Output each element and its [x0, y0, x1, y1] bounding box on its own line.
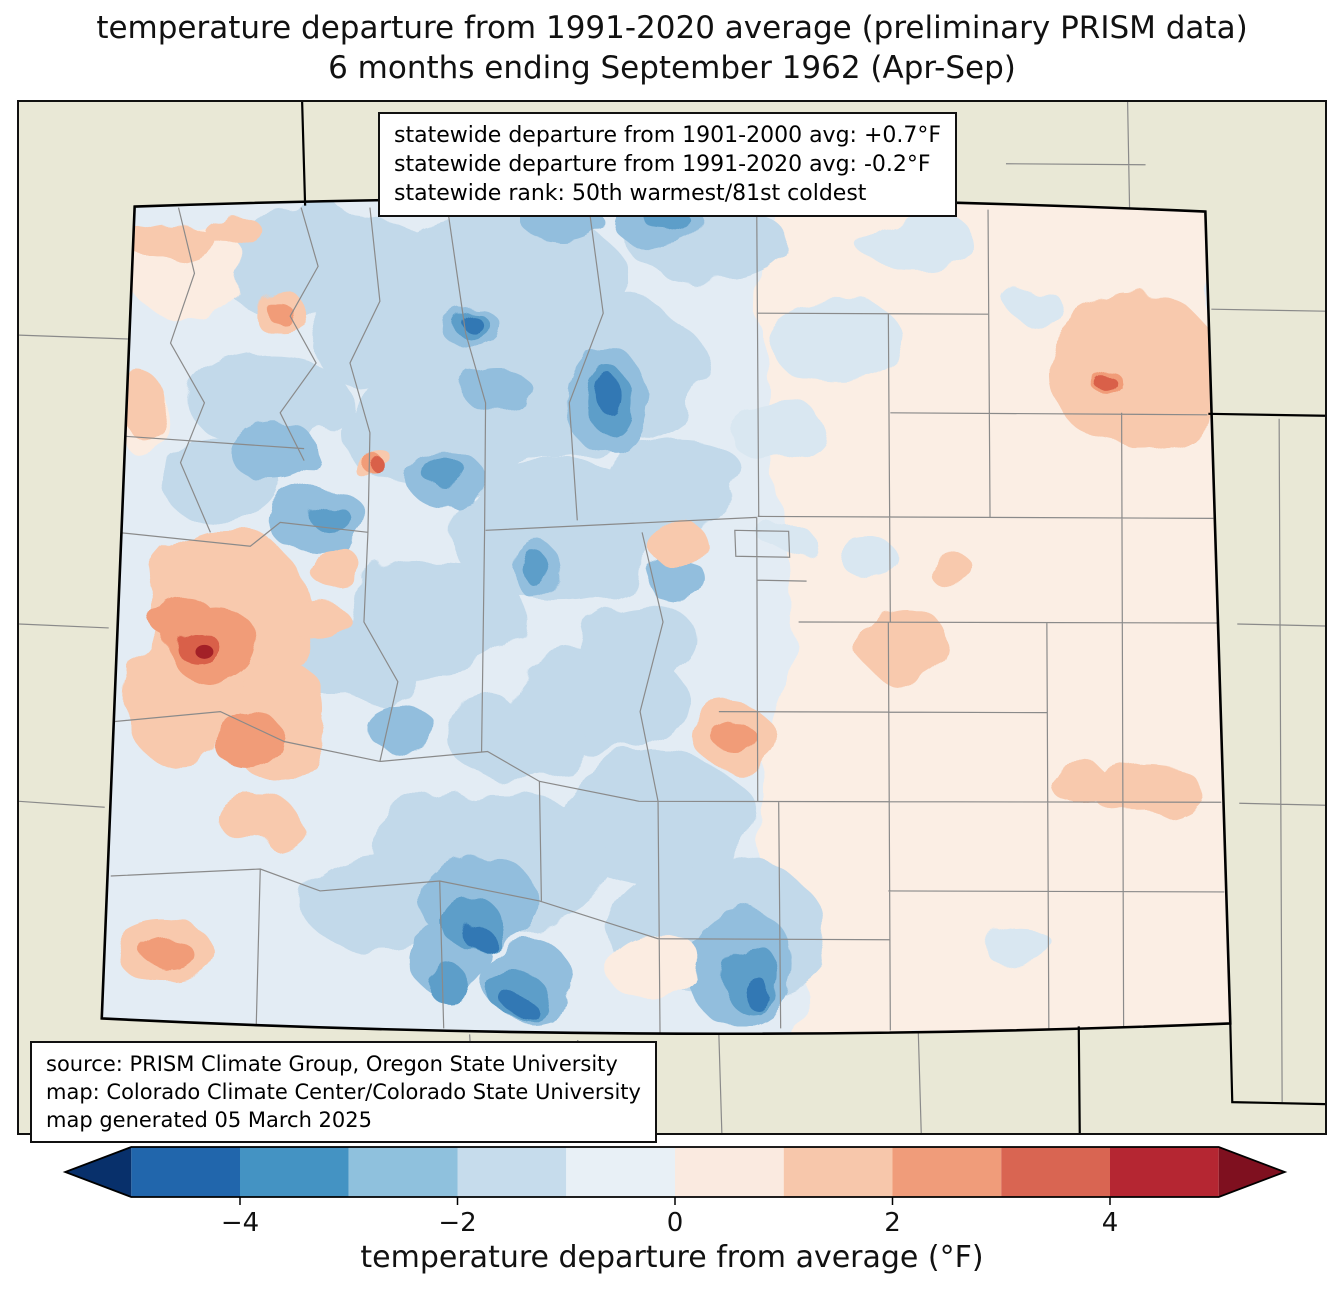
title-line-2: 6 months ending September 1962 (Apr-Sep) [328, 50, 1016, 86]
colorbar-band [892, 1147, 1002, 1197]
colorbar-right-arrow [1218, 1147, 1285, 1197]
patch-group-dark-blue [459, 313, 770, 1014]
source-attribution-box: source: PRISM Climate Group, Oregon Stat… [30, 1041, 657, 1143]
statewide-stats-box: statewide departure from 1901-2000 avg: … [378, 112, 958, 217]
source-line-2: map: Colorado Climate Center/Colorado St… [46, 1080, 641, 1104]
source-line-3: map generated 05 March 2025 [46, 1108, 373, 1132]
colorbar-tick-label: 4 [1102, 1208, 1119, 1238]
stats-line-1: statewide departure from 1901-2000 avg: … [394, 123, 942, 148]
patch-group-pale-blue [726, 211, 1064, 969]
neighbor-state-lines [301, 102, 1325, 1133]
colorado-temperature-map [19, 102, 1325, 1133]
colorbar-band [783, 1147, 893, 1197]
colorbar-scale: −4 −2 0 2 4 [62, 1146, 1288, 1238]
colorbar-outline [62, 1146, 1288, 1198]
title-line-1: temperature departure from 1991-2020 ave… [96, 10, 1248, 46]
stats-line-3: statewide rank: 50th warmest/81st coldes… [394, 181, 867, 206]
colorbar-band [348, 1147, 458, 1197]
colorbar-tick-label: 0 [667, 1208, 684, 1238]
colorbar-band [675, 1147, 784, 1197]
state-interior [101, 198, 1231, 1034]
colorbar-band [240, 1147, 349, 1197]
patch-group-dark-red [195, 644, 214, 659]
colorbar-band [1110, 1147, 1219, 1197]
colorbar-band [1001, 1147, 1110, 1197]
county-boundaries [110, 207, 1225, 1034]
figure-title: temperature departure from 1991-2020 ave… [0, 8, 1344, 88]
colorbar-band [131, 1147, 240, 1197]
stats-line-2: statewide departure from 1991-2020 avg: … [394, 152, 931, 177]
colorbar-axis-label: temperature departure from average (°F) [360, 1240, 984, 1275]
source-line-1: source: PRISM Climate Group, Oregon Stat… [46, 1052, 618, 1076]
colorbar-band [457, 1147, 567, 1197]
map-frame [17, 100, 1327, 1135]
colorbar-tick-label: −4 [221, 1208, 259, 1238]
colorbar: −4 −2 0 2 4 [0, 1135, 1344, 1240]
colorbar-tick-label: −2 [438, 1208, 476, 1238]
colorbar-tick-label: 2 [884, 1208, 901, 1238]
colorbar-left-arrow [65, 1147, 132, 1197]
colorbar-band [566, 1147, 675, 1197]
